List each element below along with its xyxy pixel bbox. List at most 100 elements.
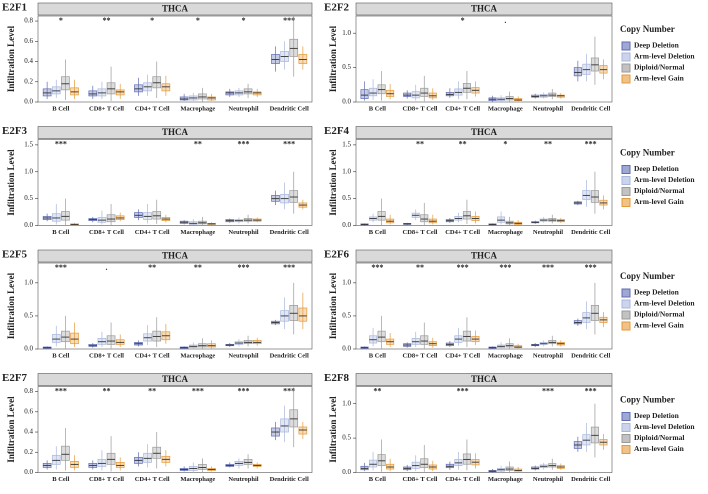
legend-swatch [621,74,631,84]
x-tick-label: Macrophage [180,105,215,112]
x-tick-label: CD4+ T Cell [445,105,480,112]
box [106,82,116,95]
y-tick-label: 0.4 [24,57,33,65]
box [377,211,386,221]
x-tick-label: Neutrophil [533,105,563,112]
box [70,87,79,96]
box [271,54,280,64]
x-tick-label: Neutrophil [228,476,258,483]
legend-swatch [621,165,631,174]
y-tick-label: 1.0 [342,278,351,286]
y-tick-label: 0.5 [342,63,351,71]
x-tick-label: Dendritic Cell [571,105,610,112]
significance: ** [459,139,467,148]
legend-swatch [621,187,631,196]
y-tick-label: 0.0 [24,98,33,106]
panel-label: E2F8 [324,372,350,384]
y-tick-label: 0.5 [342,312,351,320]
y-tick-label: 0.0 [24,468,33,476]
box [61,445,70,461]
panel-title: THCA [471,4,498,14]
panel-title: THCA [471,251,498,261]
significance: *** [283,386,295,395]
box [420,458,429,469]
legend-swatch [621,310,631,320]
legend-swatch [621,52,631,62]
legend-title: Copy Number [620,24,675,34]
x-tick-label: Dendritic Cell [270,105,309,112]
box [134,84,143,93]
box [70,332,79,345]
box [106,452,116,465]
x-tick-label: Neutrophil [228,352,258,359]
significance: *** [585,263,597,272]
box [289,409,299,428]
significance: ** [416,263,424,272]
y-tick-label: 0.0 [342,98,351,106]
box [97,458,107,467]
significance: ** [194,139,202,148]
box [143,452,152,463]
legend-swatch [621,434,631,443]
significance: ** [373,386,381,395]
x-tick-label: Dendritic Cell [571,229,610,236]
significance: *** [457,386,469,395]
legend-swatch [621,288,631,298]
significance: ** [148,386,156,395]
x-tick-label: B Cell [52,352,69,359]
panel-label: E2F6 [324,249,350,261]
box [51,213,61,222]
box [161,83,171,92]
box [152,211,162,220]
significance: *** [457,263,469,272]
significance: *** [283,16,295,25]
box [298,307,308,322]
box [51,86,61,95]
significance: *** [371,263,383,272]
significance: *** [238,386,250,395]
x-tick-label: CD8+ T Cell [89,105,124,112]
x-tick-label: B Cell [369,352,386,359]
panel-label: E2F4 [324,125,350,137]
significance: *** [192,386,204,395]
y-axis-label: Infiltration Level [328,396,338,463]
y-axis-label: Infiltration Level [6,272,16,339]
legend-label: Diploid/Normal [634,433,684,442]
y-tick-label: 0.2 [24,77,33,85]
x-tick-label: B Cell [369,105,386,112]
y-axis-label: Infiltration Level [6,149,16,216]
significance: ** [544,139,552,148]
legend-swatch [621,412,631,421]
x-tick-label: Neutrophil [533,476,563,483]
legend-label: Diploid/Normal [634,186,684,195]
y-tick-label: 0.5 [342,434,351,442]
box [377,454,386,466]
significance: * [150,16,154,25]
box [42,88,52,97]
box [97,88,107,97]
box [573,67,582,77]
panel-title: THCA [162,127,189,137]
legend-label: Deep Deletion [634,411,680,420]
legend-swatch [621,63,631,73]
x-tick-label: CD4+ T Cell [445,476,480,483]
significance: *** [283,263,295,272]
significance: *** [542,263,554,272]
significance: * [59,16,63,25]
box [61,76,70,91]
x-tick-label: Dendritic Cell [270,352,309,359]
y-tick-label: 0.6 [24,407,33,415]
legend-swatch [621,41,631,51]
box [51,334,61,343]
box [115,462,125,468]
x-tick-label: CD4+ T Cell [135,105,170,112]
y-tick-label: 1.5 [24,140,33,148]
x-tick-label: Dendritic Cell [571,476,610,483]
x-tick-label: CD4+ T Cell [135,229,170,236]
legend-label: Deep Deletion [634,288,680,297]
box [369,87,378,97]
box [88,90,98,97]
panel-title: THCA [162,4,189,14]
box [207,96,216,101]
